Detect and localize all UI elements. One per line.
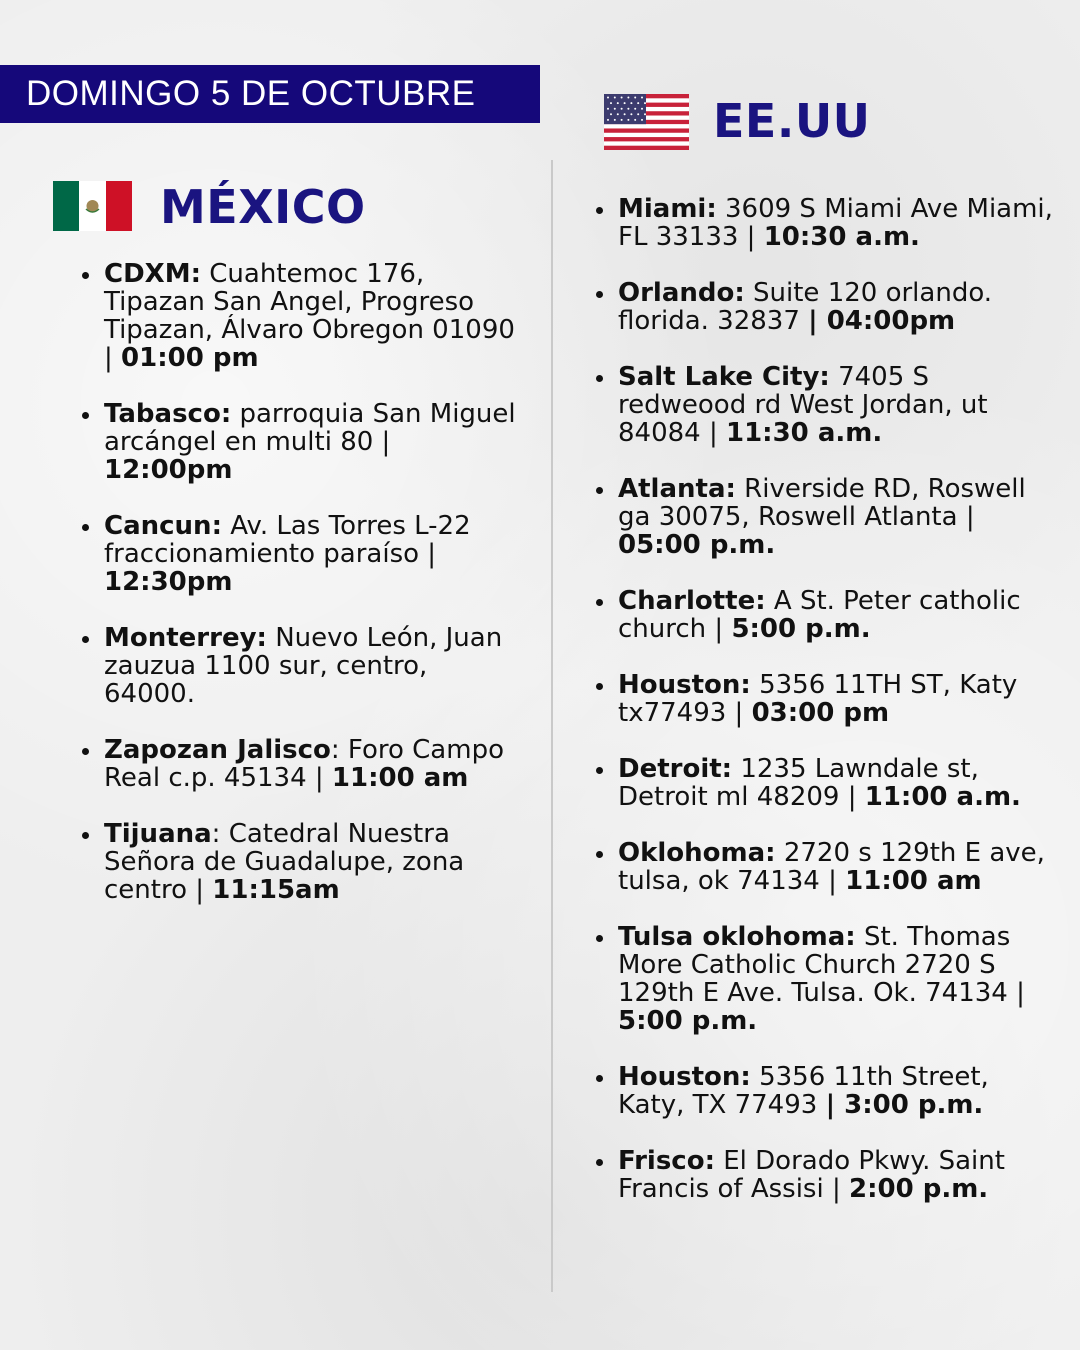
location-name: Cancun: [104, 511, 222, 541]
location-name: Houston: [618, 1062, 751, 1092]
location-time: 11:00 a.m. [864, 782, 1021, 812]
location-address: El Dorado Pkwy. Saint Francis of Assisi … [618, 1146, 1005, 1204]
date-banner: DOMINGO 5 DE OCTUBRE [0, 65, 540, 123]
location-item: Atlanta: Riverside RD, Roswell ga 30075,… [596, 474, 1058, 560]
location-time: 11:00 am [845, 866, 982, 896]
location-address: Nuevo León, Juan zauzua 1100 sur, centro… [104, 623, 503, 709]
location-address: 7405 S redweood rd West Jordan, ut 84084… [618, 362, 988, 448]
location-name: CDXM: [104, 259, 201, 289]
usa-heading: EE.UU [713, 94, 871, 148]
location-item: Monterrey: Nuevo León, Juan zauzua 1100 … [82, 623, 524, 709]
location-item: Miami: 3609 S Miami Ave Miami, FL 33133 … [596, 194, 1058, 252]
location-item: Houston: 5356 11th Street, Katy, TX 7749… [596, 1062, 1058, 1120]
location-name: Detroit: [618, 754, 733, 784]
location-item: Cancun: Av. Las Torres L-22 fraccionamie… [82, 511, 524, 597]
location-time: 01:00 pm [121, 343, 259, 373]
location-name: Oklohoma: [618, 838, 776, 868]
location-item: Tijuana: Catedral Nuestra Señora de Guad… [82, 819, 524, 905]
location-time: 11:30 a.m. [726, 418, 883, 448]
location-time: 11:00 am [331, 763, 469, 793]
location-time: 10:30 a.m. [763, 222, 920, 252]
location-name: Houston: [618, 670, 751, 700]
location-time: 05:00 p.m. [618, 530, 776, 560]
location-time: 5:00 p.m. [618, 1006, 758, 1036]
usa-locations-list: Miami: 3609 S Miami Ave Miami, FL 33133 … [596, 194, 1058, 1231]
location-name: Monterrey: [104, 623, 267, 653]
location-name: Orlando: [618, 278, 745, 308]
location-item: Frisco: El Dorado Pkwy. Saint Francis of… [596, 1146, 1058, 1204]
location-time: 2:00 p.m. [848, 1174, 989, 1204]
location-time: | 3:00 p.m. [825, 1090, 984, 1120]
location-item: Tabasco: parroquia San Miguel arcángel e… [82, 399, 524, 485]
location-name: Frisco: [618, 1146, 715, 1176]
location-address: : Catedral Nuestra Señora de Guadalupe, … [104, 819, 465, 905]
location-address: : Foro Campo Real c.p. 45134 | [104, 735, 504, 793]
location-item: Zapozan Jalisco: Foro Campo Real c.p. 45… [82, 735, 524, 793]
location-address: Riverside RD, Roswell ga 30075, Roswell … [618, 474, 1026, 532]
location-item: Detroit: 1235 Lawndale st, Detroit ml 48… [596, 754, 1058, 812]
location-time: | 04:00pm [808, 306, 956, 336]
location-name: Salt Lake City: [618, 362, 830, 392]
location-address: A St. Peter catholic church | [618, 586, 1021, 644]
location-item: Houston: 5356 11TH ST, Katy tx77493 | 03… [596, 670, 1058, 728]
location-item: Charlotte: A St. Peter catholic church |… [596, 586, 1058, 644]
location-name: Tabasco: [104, 399, 232, 429]
location-item: CDXM: Cuahtemoc 176, Tipazan San Angel, … [82, 259, 524, 373]
mexico-locations-list: CDXM: Cuahtemoc 176, Tipazan San Angel, … [82, 259, 524, 932]
location-address: 5356 11th Street, Katy, TX 77493 [618, 1062, 989, 1120]
location-address: 5356 11TH ST, Katy tx77493 | [618, 670, 1018, 728]
mexico-heading: MÉXICO [160, 180, 366, 234]
location-address: Cuahtemoc 176, Tipazan San Angel, Progre… [104, 259, 515, 373]
location-address: 2720 s 129th E ave, tulsa, ok 74134 | [618, 838, 1045, 896]
location-address: St. Thomas More Catholic Church 2720 S 1… [618, 922, 1025, 1008]
location-time: 03:00 pm [751, 698, 890, 728]
location-address: Av. Las Torres L-22 fraccionamiento para… [104, 511, 471, 569]
location-item: Tulsa oklohoma: St. Thomas More Catholic… [596, 922, 1058, 1036]
location-item: Orlando: Suite 120 orlando. florida. 328… [596, 278, 1058, 336]
location-item: Oklohoma: 2720 s 129th E ave, tulsa, ok … [596, 838, 1058, 896]
location-name: Tulsa oklohoma: [618, 922, 856, 952]
location-name: Tijuana [104, 819, 212, 849]
location-name: Charlotte: [618, 586, 766, 616]
column-divider [551, 160, 553, 1292]
usa-flag-icon [604, 94, 689, 150]
location-address: 3609 S Miami Ave Miami, FL 33133 | [618, 194, 1053, 252]
mexico-flag-icon [53, 181, 132, 231]
location-address: Suite 120 orlando. florida. 32837 [618, 278, 993, 336]
location-name: Zapozan Jalisco [104, 735, 331, 765]
location-time: 11:15am [212, 875, 340, 905]
location-name: Miami: [618, 194, 717, 224]
location-address: 1235 Lawndale st, Detroit ml 48209 | [618, 754, 979, 812]
location-time: 12:30pm [104, 567, 233, 597]
location-time: 12:00pm [104, 455, 233, 485]
location-address: parroquia San Miguel arcángel en multi 8… [104, 399, 516, 457]
location-item: Salt Lake City: 7405 S redweood rd West … [596, 362, 1058, 448]
location-name: Atlanta: [618, 474, 736, 504]
location-time: 5:00 p.m. [731, 614, 871, 644]
